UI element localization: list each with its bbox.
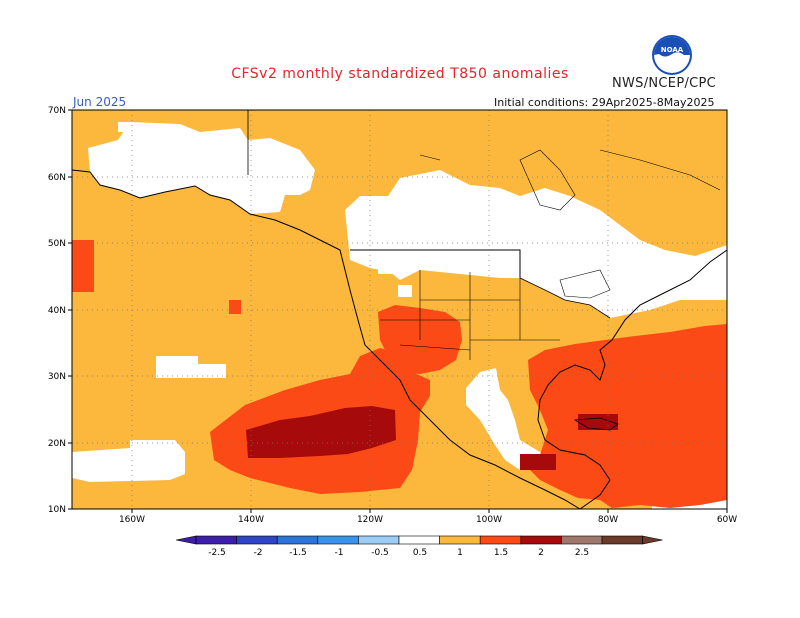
colorbar-label: 2.5 (575, 548, 589, 558)
neutral-alaska (88, 122, 315, 214)
colorbar-labels: -2.5 -2 -1.5 -1 -0.5 0.5 1 1.5 2 2.5 (208, 548, 589, 558)
lat-label-30n: 30N (48, 372, 66, 382)
coastlines (72, 110, 727, 509)
initial-conditions: Initial conditions: 29Apr2025-8May2025 (494, 96, 715, 109)
colorbar-label: 1.5 (494, 548, 508, 558)
colorbar-segment (398, 535, 440, 545)
lat-label-50n: 50N (48, 239, 66, 249)
colorbar-segment (276, 535, 319, 545)
lon-label-60w: 60W (717, 515, 737, 525)
strong-warm-pacific (246, 406, 396, 458)
colorbar-segment (236, 535, 278, 545)
lon-label-100w: 100W (476, 515, 502, 525)
lat-label-70n: 70N (48, 106, 66, 116)
colorbar-segment (479, 535, 522, 545)
lon-label-160w: 160W (119, 515, 145, 525)
colorbar-label: -1 (335, 548, 344, 558)
colorbar (175, 535, 663, 545)
axis-ticks (68, 109, 728, 513)
colorbar-segment (601, 535, 643, 545)
lon-label-120w: 120W (357, 515, 383, 525)
lat-label-20n: 20N (48, 439, 66, 449)
neutral-areas (72, 122, 727, 509)
colorbar-label: -0.5 (371, 548, 389, 558)
colorbar-arrow-right (642, 535, 663, 545)
colorbar-segment (439, 535, 481, 545)
neutral-mexico (466, 368, 548, 470)
forecast-month: Jun 2025 (73, 95, 127, 109)
colorbar-label: -2.5 (208, 548, 226, 558)
colorbar-segment (561, 535, 603, 545)
neutral-canada (345, 170, 727, 318)
lat-label-60n: 60N (48, 173, 66, 183)
colorbar-label: 1 (457, 548, 463, 558)
agency-label: NWS/NCEP/CPC (612, 76, 717, 91)
colorbar-label: -1.5 (289, 548, 307, 558)
colorbar-segment (358, 535, 400, 545)
colorbar-segment (520, 535, 562, 545)
strong-warm-areas (246, 406, 618, 470)
colorbar-arrow-left (175, 535, 197, 545)
logo-text: NOAA (661, 46, 684, 54)
warm-gulf-atlantic (528, 324, 727, 508)
noaa-logo: NOAA (652, 35, 692, 75)
colorbar-segment (195, 535, 237, 545)
lat-label-40n: 40N (48, 306, 66, 316)
lat-label-10n: 10N (48, 505, 66, 515)
lon-label-140w: 140W (238, 515, 264, 525)
colorbar-segment (317, 535, 359, 545)
chart-title: CFSv2 monthly standardized T850 anomalie… (231, 66, 569, 82)
lon-label-80w: 80W (598, 515, 618, 525)
lat-lon-grid (72, 110, 727, 509)
colorbar-label: -2 (254, 548, 263, 558)
colorbar-label: 2 (538, 548, 544, 558)
colorbar-label: 0.5 (413, 548, 427, 558)
neutral-hawaii (72, 440, 185, 482)
